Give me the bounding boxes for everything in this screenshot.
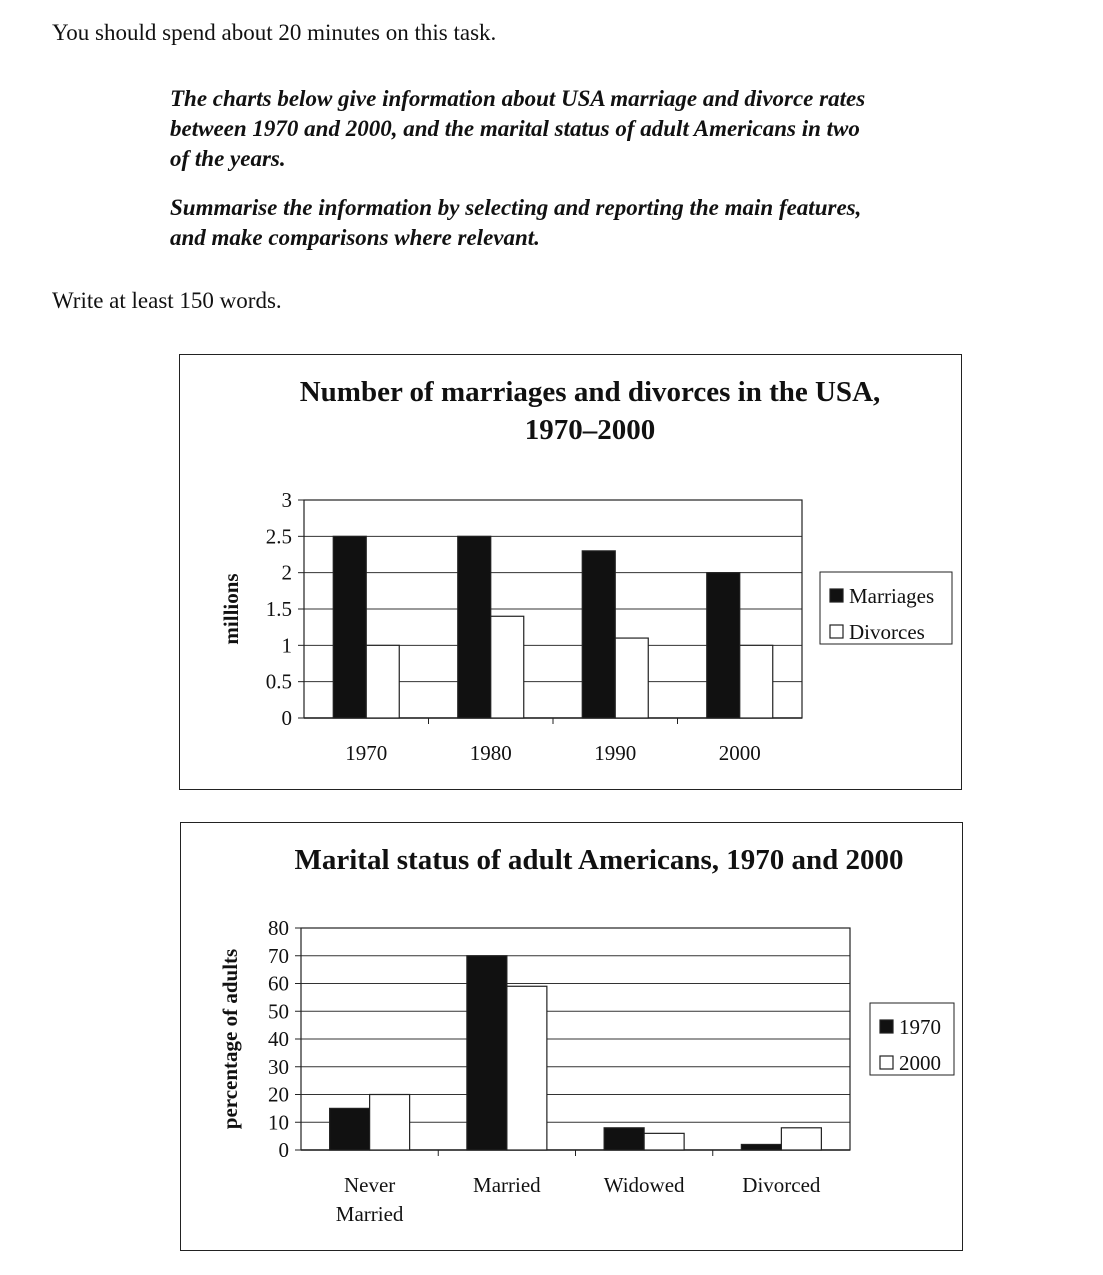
y-tick-label: 0 [279,1138,290,1162]
bar-1970-divorced [740,1143,782,1151]
bar-divorces-1990 [614,637,649,719]
summary-line-2: and make comparisons where relevant. [170,225,540,250]
x-tick-label: 1980 [470,741,512,765]
task-line-3: of the years. [170,146,286,171]
chart-title-line-2: 1970–2000 [525,414,656,446]
marriages-divorces-chart: Number of marriages and divorces in the … [179,354,962,790]
y-tick-label: 50 [268,999,289,1023]
y-tick-label: 80 [268,916,289,940]
bar-1970-married [466,955,508,1151]
y-tick-label: 2.5 [266,524,292,548]
x-tick-label: Widowed [604,1173,685,1197]
marital-status-chart-svg: Marital status of adult Americans, 1970 … [218,844,955,1226]
y-tick-label: 40 [268,1027,289,1051]
x-tick-label: 1990 [594,741,636,765]
y-tick-label: 0.5 [266,670,292,694]
summary-line-1: Summarise the information by selecting a… [170,195,862,220]
legend-swatch-1970 [879,1019,894,1034]
y-tick-label: 3 [282,488,293,512]
bar-2000-married [506,985,548,1151]
bar-marriages-1980 [457,535,492,719]
legend-label-divorces: Divorces [849,620,925,644]
y-tick-label: 1 [282,633,293,657]
legend-label-marriages: Marriages [849,584,934,608]
chart-title-line-1: Marital status of adult Americans, 1970 … [295,844,904,876]
x-tick-label: 1970 [345,741,387,765]
legend-swatch-marriages [829,588,844,603]
bar-1970-widowed [603,1127,645,1151]
y-tick-label: 70 [268,944,289,968]
summary-instruction: Summarise the information by selecting a… [170,193,990,253]
task-line-1: The charts below give information about … [170,86,866,111]
word-count-instruction: Write at least 150 words. [52,288,282,313]
y-tick-label: 60 [268,972,289,996]
bar-marriages-1970 [332,535,367,719]
marital-status-chart: Marital status of adult Americans, 1970 … [180,822,963,1251]
y-axis-label: millions [219,573,243,644]
bar-marriages-1990 [581,550,616,719]
x-tick-label: Married [473,1173,541,1197]
y-tick-label: 30 [268,1055,289,1079]
bar-divorces-2000 [739,644,774,719]
y-tick-label: 20 [268,1083,289,1107]
x-tick-label: Never Married [336,1173,404,1226]
legend-label-1970: 1970 [899,1015,941,1039]
legend-swatch-divorces [829,624,844,639]
bar-1970-never-married [329,1107,371,1151]
task-description: The charts below give information about … [170,84,990,174]
y-tick-label: 0 [282,706,293,730]
legend-swatch-2000 [879,1055,894,1070]
bar-2000-divorced [780,1127,822,1151]
legend-label-2000: 2000 [899,1051,941,1075]
x-tick-label: Divorced [742,1173,821,1197]
chart-title-line-1: Number of marriages and divorces in the … [300,376,881,408]
y-axis-label: percentage of adults [218,949,242,1129]
y-tick-label: 2 [282,561,293,585]
bar-divorces-1980 [490,615,525,719]
bar-2000-widowed [643,1132,685,1151]
task-line-2: between 1970 and 2000, and the marital s… [170,116,860,141]
y-tick-label: 10 [268,1110,289,1134]
marriages-divorces-chart-svg: Number of marriages and divorces in the … [219,376,953,765]
bar-2000-never-married [369,1093,411,1151]
bar-divorces-1970 [365,644,400,719]
x-tick-label: 2000 [719,741,761,765]
time-instruction: You should spend about 20 minutes on thi… [52,20,497,45]
bar-marriages-2000 [706,572,741,719]
y-tick-label: 1.5 [266,597,292,621]
